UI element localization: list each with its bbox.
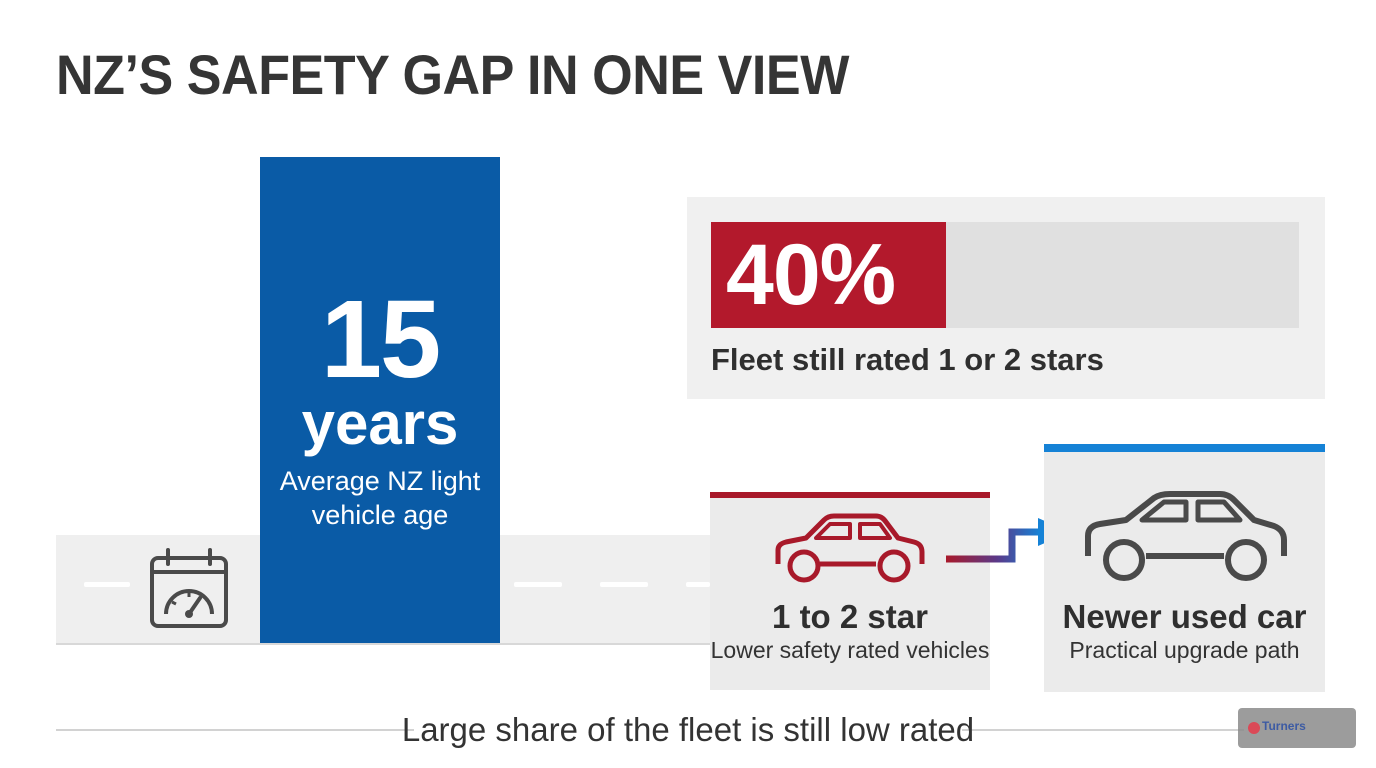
road-dash <box>84 582 130 587</box>
page-title: NZ’S SAFETY GAP IN ONE VIEW <box>56 43 849 106</box>
calendar-gauge-icon <box>150 548 228 628</box>
vehicle-age-panel <box>260 157 500 643</box>
upgrade-subtitle: Practical upgrade path <box>1069 637 1300 663</box>
footer-rule-right <box>962 729 1244 731</box>
upgrade-title: Newer used car <box>1062 598 1307 635</box>
fleet-caption: Fleet still rated 1 or 2 stars <box>711 342 1104 377</box>
logo-mark-icon <box>1248 722 1260 734</box>
age-caption: Average NZ light vehicle age <box>260 464 500 532</box>
age-unit: years <box>301 390 459 457</box>
fleet-progress-fill <box>711 222 946 328</box>
new-car-icon <box>1085 491 1287 581</box>
footer-note: Large share of the fleet is still low ra… <box>401 711 975 748</box>
road-dash <box>686 582 710 587</box>
age-caption-line2: vehicle age <box>311 500 449 530</box>
road-dash <box>600 582 648 587</box>
upgrade-card <box>1044 444 1325 692</box>
low-rated-title: 1 to 2 star <box>772 598 928 635</box>
old-car-icon <box>775 513 925 583</box>
fleet-percent: 40% <box>726 227 896 323</box>
brand-logo: Turners <box>1238 708 1356 748</box>
age-caption-line1: Average NZ light <box>279 466 481 496</box>
road-dash <box>514 582 562 587</box>
low-rated-subtitle: Lower safety rated vehicles <box>710 637 990 663</box>
age-value: 15 <box>320 278 441 401</box>
footer-rule-left <box>56 729 414 731</box>
logo-wordmark: Turners <box>1262 719 1306 733</box>
